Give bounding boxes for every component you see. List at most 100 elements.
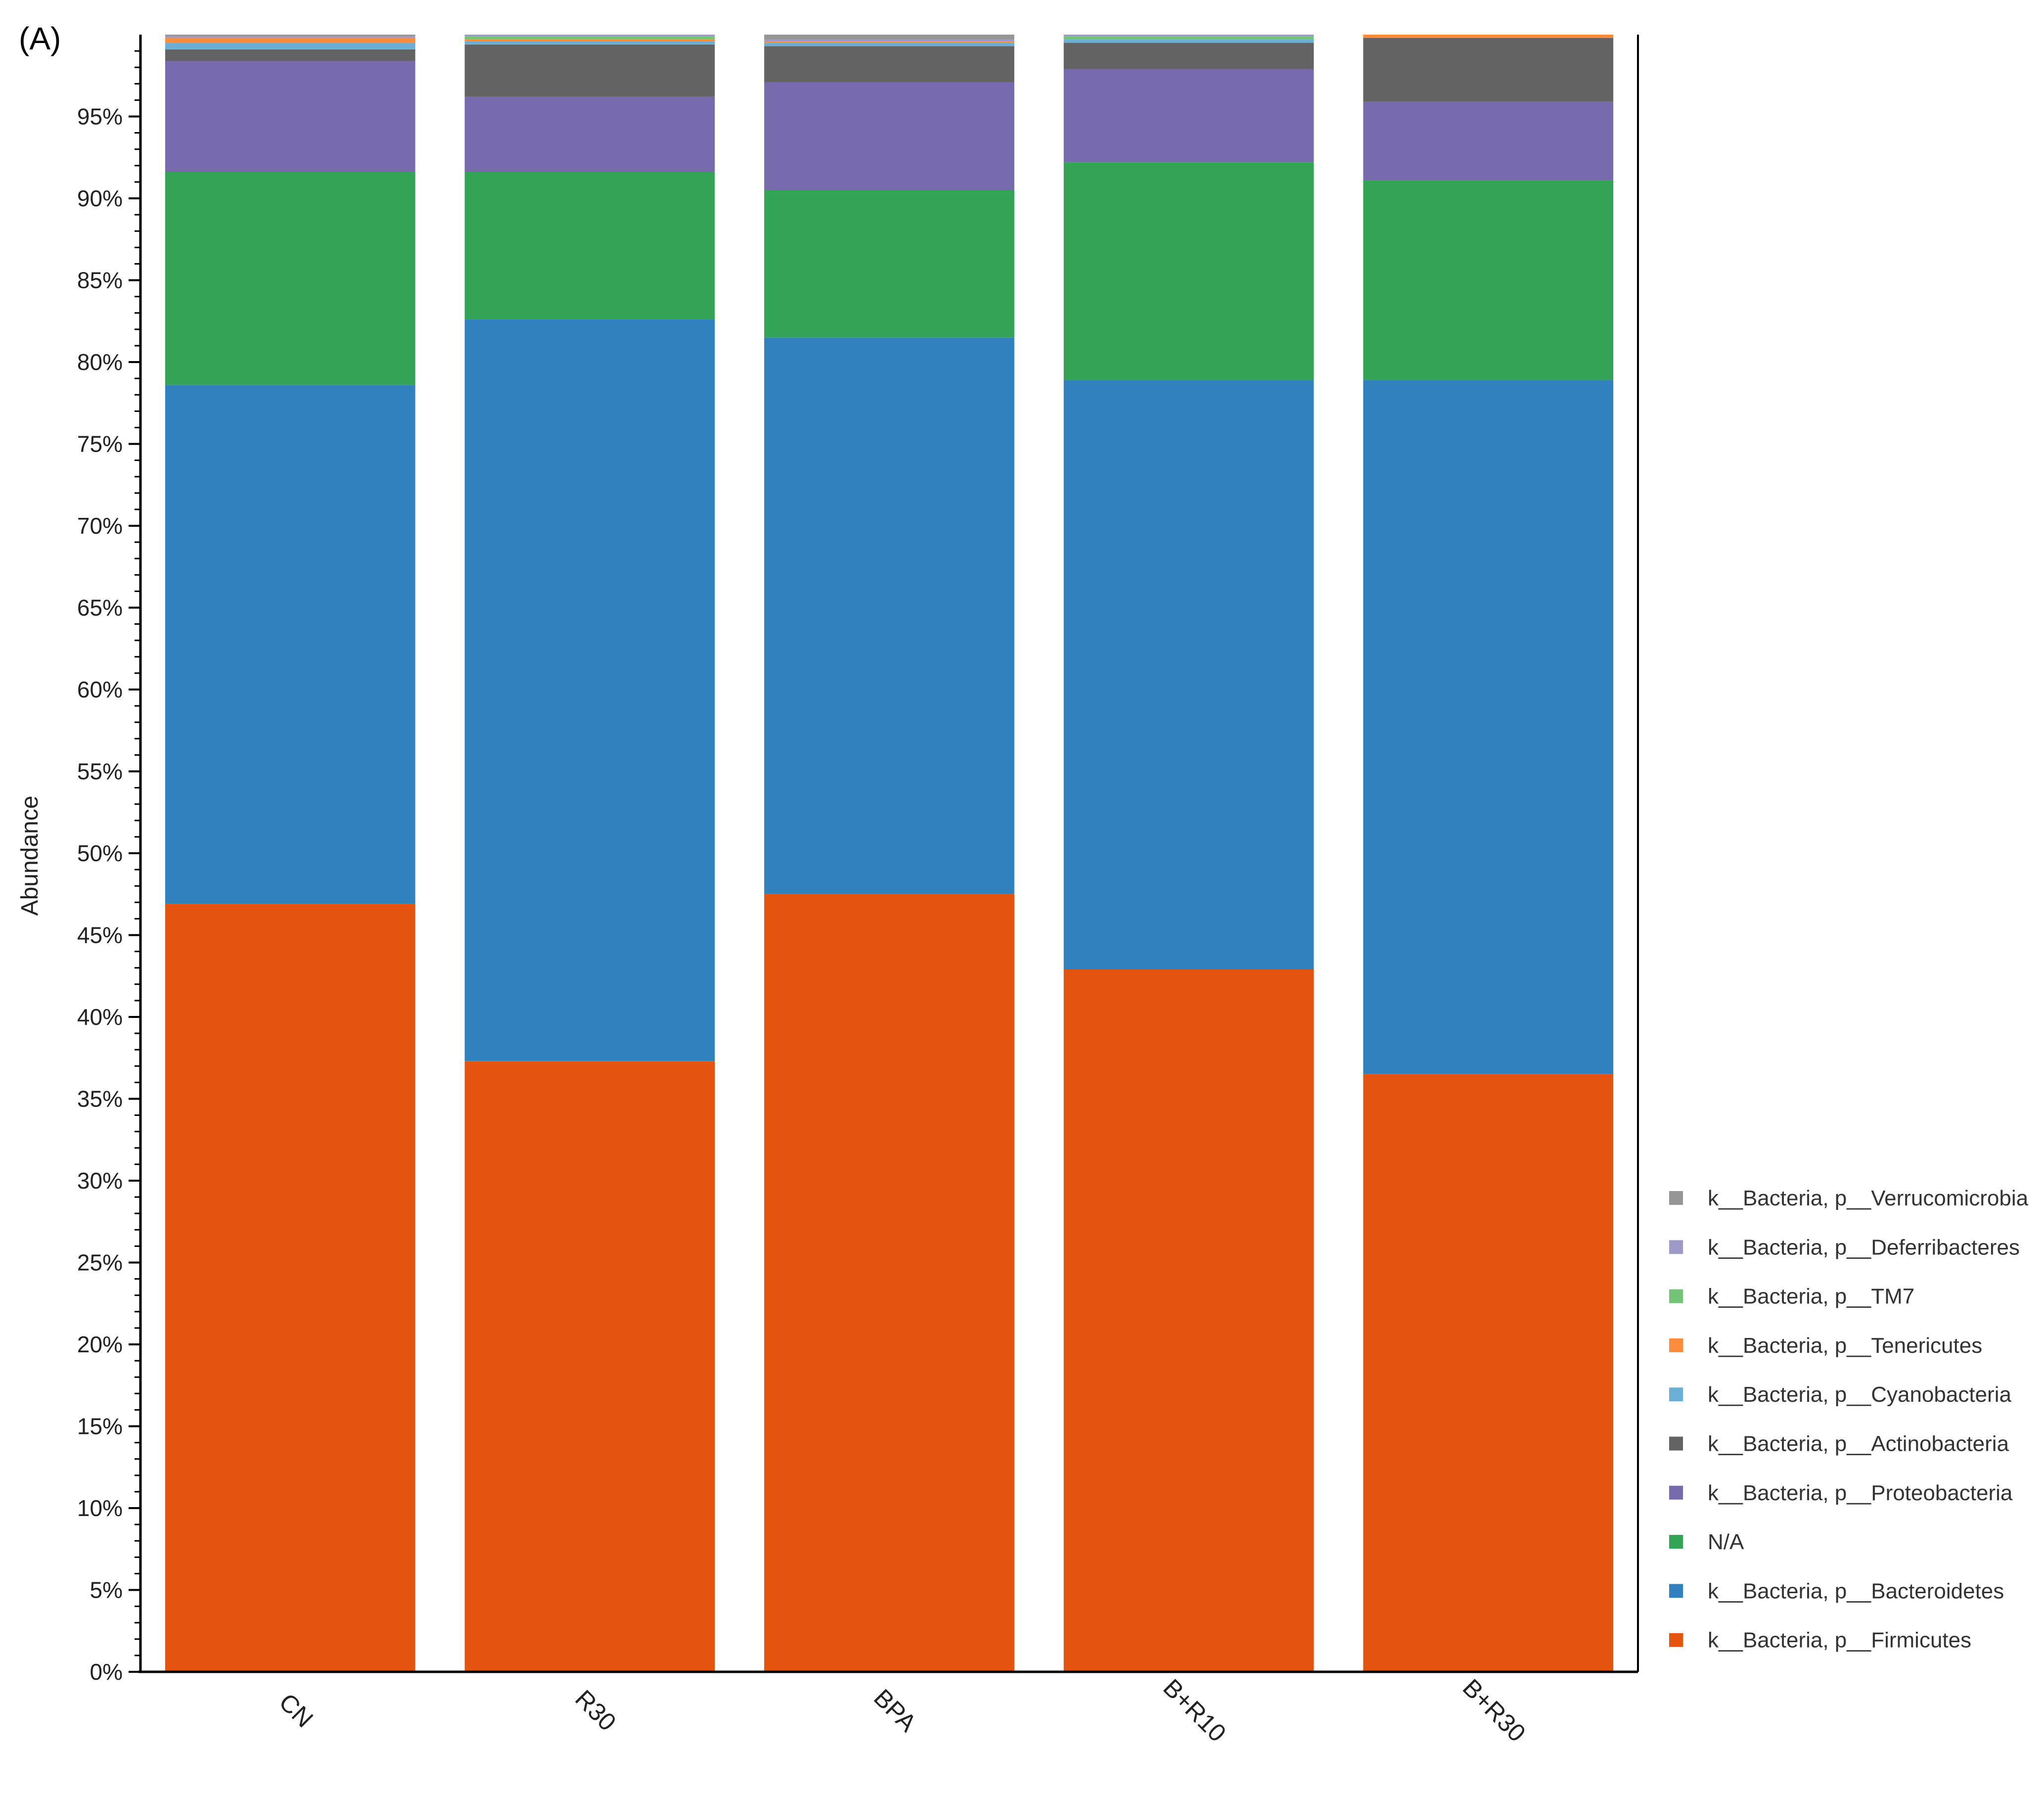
y-tick-label: 65% xyxy=(77,595,123,621)
bar-segment-2-0 xyxy=(764,894,1014,1672)
bar-segment-1-0 xyxy=(464,1061,715,1672)
bar-segment-3-3 xyxy=(1063,69,1314,163)
bar-segment-3-0 xyxy=(1063,969,1314,1672)
y-tick-label: 40% xyxy=(77,1004,123,1030)
y-axis-title: Abundance xyxy=(17,796,43,916)
legend-swatch xyxy=(1669,1485,1683,1500)
legend-label: N/A xyxy=(1708,1530,1744,1554)
x-category-label: R30 xyxy=(570,1685,621,1736)
y-tick-label: 15% xyxy=(77,1414,123,1439)
legend-swatch xyxy=(1669,1191,1683,1205)
legend-swatch xyxy=(1669,1338,1683,1352)
bar-segment-0-5 xyxy=(165,43,415,49)
bar-segment-3-7 xyxy=(1063,36,1314,40)
y-tick-label: 85% xyxy=(77,268,123,293)
bar-segment-0-0 xyxy=(165,904,415,1672)
legend-item: N/A xyxy=(1669,1530,1744,1554)
bar-segment-0-6 xyxy=(165,38,415,43)
y-tick-label: 70% xyxy=(77,513,123,539)
bar-segment-0-4 xyxy=(165,49,415,61)
bar-segment-4-4 xyxy=(1363,38,1614,102)
bar-segment-4-6 xyxy=(1363,35,1614,38)
y-tick-label: 20% xyxy=(77,1332,123,1357)
legend-label: k__Bacteria, p__Actinobacteria xyxy=(1708,1432,2009,1456)
bar-segment-3-1 xyxy=(1063,380,1314,969)
y-tick-label: 75% xyxy=(77,431,123,457)
panel-label: (A) xyxy=(19,21,61,56)
legend-item: k__Bacteria, p__Verrucomicrobia xyxy=(1669,1186,2029,1210)
y-tick-label: 0% xyxy=(90,1659,123,1685)
bar-segment-2-2 xyxy=(764,190,1014,338)
bar-segment-1-1 xyxy=(464,319,715,1061)
legend-label: k__Bacteria, p__Proteobacteria xyxy=(1708,1481,2013,1505)
bar-segment-2-1 xyxy=(764,337,1014,894)
y-tick-label: 35% xyxy=(77,1086,123,1112)
legend-swatch xyxy=(1669,1535,1683,1549)
bar-segment-4-0 xyxy=(1363,1074,1614,1672)
legend-swatch xyxy=(1669,1289,1683,1303)
bar-segment-1-5 xyxy=(464,41,715,45)
bar-segment-1-4 xyxy=(464,44,715,97)
legend-item: k__Bacteria, p__Firmicutes xyxy=(1669,1628,1971,1653)
bar-segment-0-3 xyxy=(165,61,415,173)
bar-segment-3-8 xyxy=(1063,35,1314,37)
legend-swatch xyxy=(1669,1584,1683,1598)
legend-label: k__Bacteria, p__Deferribacteres xyxy=(1708,1235,2020,1259)
legend-label: k__Bacteria, p__Bacteroidetes xyxy=(1708,1579,2004,1603)
y-tick-label: 55% xyxy=(77,759,123,784)
legend-item: k__Bacteria, p__Tenericutes xyxy=(1669,1334,1982,1358)
x-category-label: B+R10 xyxy=(1158,1674,1231,1748)
y-tick-label: 95% xyxy=(77,104,123,130)
legend-swatch xyxy=(1669,1387,1683,1402)
legend-label: k__Bacteria, p__Verrucomicrobia xyxy=(1708,1186,2029,1210)
bar-segment-2-6 xyxy=(764,41,1014,43)
y-tick-label: 30% xyxy=(77,1168,123,1194)
y-tick-label: 60% xyxy=(77,677,123,702)
y-tick-label: 80% xyxy=(77,349,123,375)
y-tick-label: 10% xyxy=(77,1495,123,1521)
bar-segment-0-2 xyxy=(165,172,415,385)
legend-item: k__Bacteria, p__Deferribacteres xyxy=(1669,1235,2020,1259)
legend-label: k__Bacteria, p__Tenericutes xyxy=(1708,1334,1982,1358)
bar-segment-1-2 xyxy=(464,172,715,320)
bar-segment-2-5 xyxy=(764,43,1014,46)
y-tick-label: 45% xyxy=(77,922,123,948)
legend-item: k__Bacteria, p__Actinobacteria xyxy=(1669,1432,2009,1456)
legend-item: k__Bacteria, p__Cyanobacteria xyxy=(1669,1382,2011,1407)
legend-item: k__Bacteria, p__Proteobacteria xyxy=(1669,1481,2013,1505)
bar-segment-2-4 xyxy=(764,46,1014,82)
bar-segment-4-1 xyxy=(1363,380,1614,1074)
legend-label: k__Bacteria, p__TM7 xyxy=(1708,1285,1914,1309)
bar-segment-2-9 xyxy=(764,35,1014,40)
bar-segment-1-6 xyxy=(464,39,715,42)
x-category-label: B+R30 xyxy=(1457,1674,1531,1748)
y-tick-label: 5% xyxy=(90,1577,123,1603)
legend-label: k__Bacteria, p__Firmicutes xyxy=(1708,1628,1971,1653)
bar-segment-1-3 xyxy=(464,96,715,173)
y-tick-label: 50% xyxy=(77,840,123,866)
bar-segment-0-1 xyxy=(165,385,415,904)
legend: k__Bacteria, p__Verrucomicrobia k__Bacter… xyxy=(1669,1186,2029,1653)
bar-segment-2-3 xyxy=(764,82,1014,190)
bar-segment-2-8 xyxy=(764,39,1014,42)
bar-segment-3-4 xyxy=(1063,43,1314,69)
bar-segment-1-8 xyxy=(464,35,715,37)
bar-segment-3-5 xyxy=(1063,39,1314,43)
bar-segment-0-8 xyxy=(165,36,415,38)
legend-swatch xyxy=(1669,1436,1683,1451)
bar-segment-3-2 xyxy=(1063,162,1314,380)
legend-item: k__Bacteria, p__TM7 xyxy=(1669,1285,1914,1309)
y-tick-label: 90% xyxy=(77,185,123,211)
legend-swatch xyxy=(1669,1633,1683,1647)
bars-layer xyxy=(165,35,1614,1672)
legend-label: k__Bacteria, p__Cyanobacteria xyxy=(1708,1382,2011,1407)
bar-segment-1-7 xyxy=(464,36,715,40)
legend-swatch xyxy=(1669,1240,1683,1254)
bar-segment-4-2 xyxy=(1363,180,1614,380)
x-category-label: BPA xyxy=(868,1684,922,1737)
legend-item: k__Bacteria, p__Bacteroidetes xyxy=(1669,1579,2004,1603)
bar-segment-0-9 xyxy=(165,35,415,37)
y-tick-label: 25% xyxy=(77,1250,123,1276)
bar-segment-4-3 xyxy=(1363,101,1614,181)
